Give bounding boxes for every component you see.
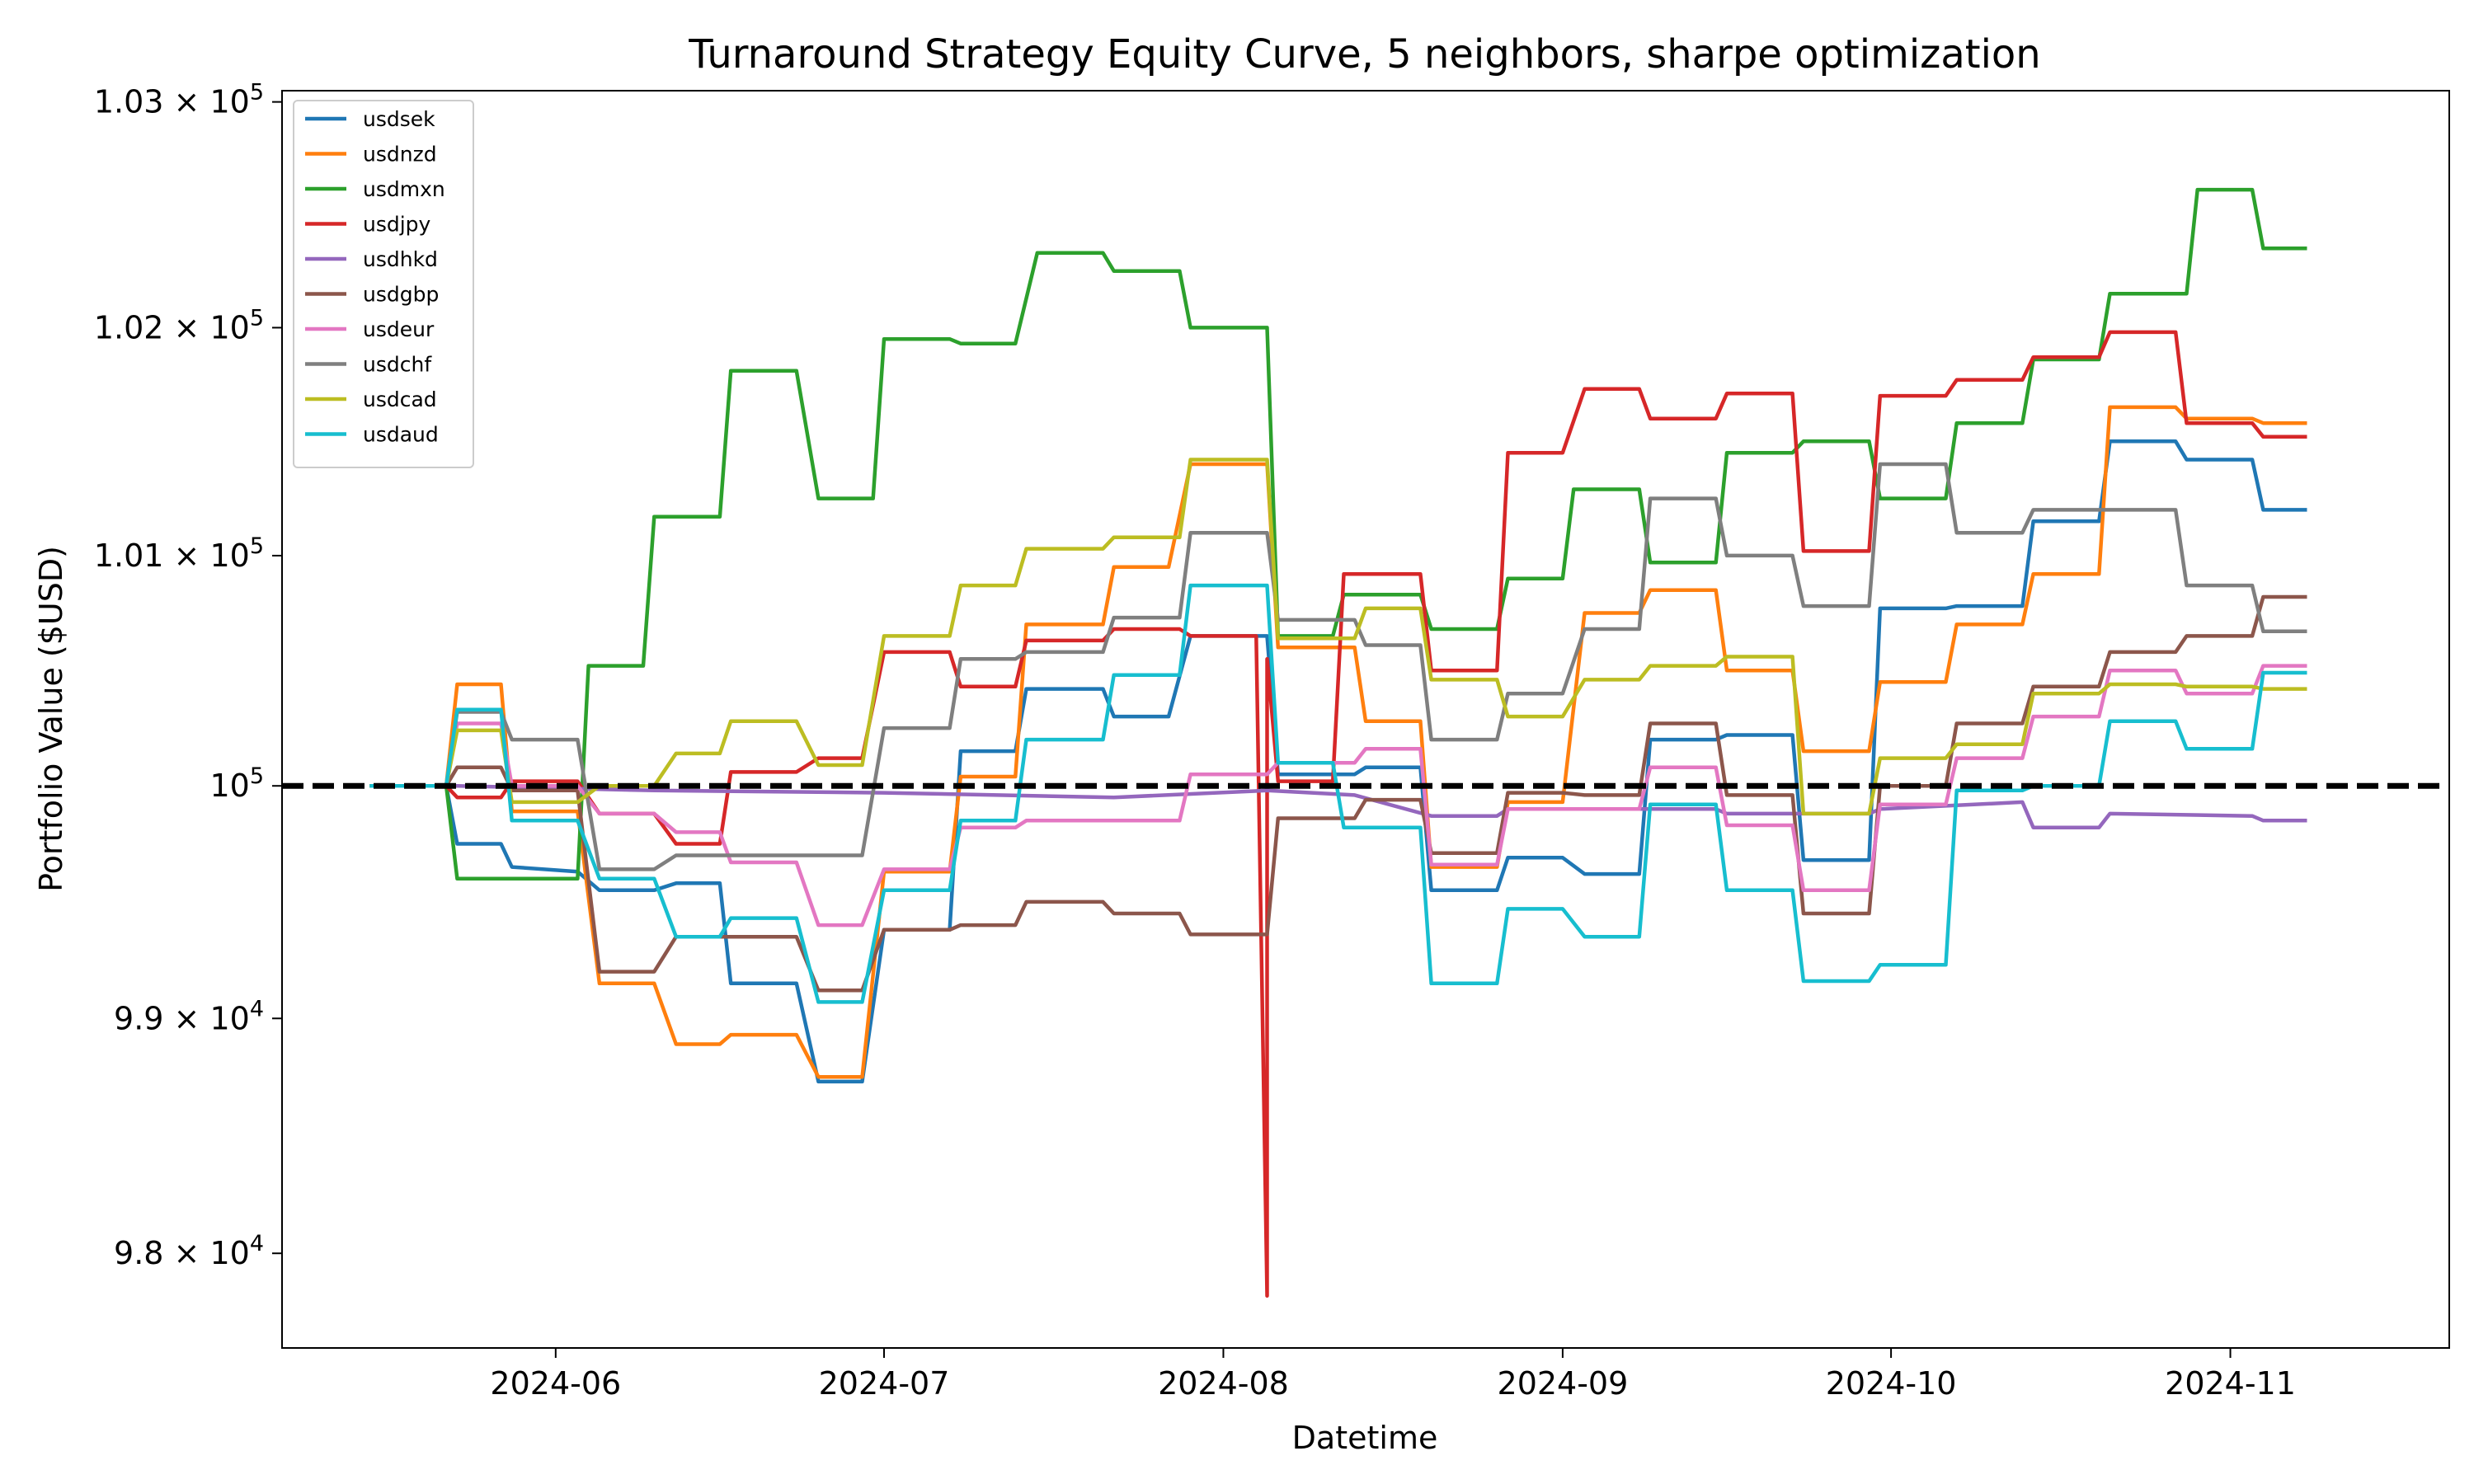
legend-label-usdaud: usdaud: [363, 423, 439, 447]
x-axis-label: Datetime: [1292, 1420, 1438, 1456]
legend-label-usdchf: usdchf: [363, 353, 432, 377]
series-line-usdchf: [369, 462, 2307, 871]
legend-label-usdnzd: usdnzd: [363, 143, 437, 167]
legend-label-usdjpy: usdjpy: [363, 213, 431, 237]
y-axis-label: Portfolio Value ($USD): [33, 546, 69, 892]
series-line-usdjpy: [369, 330, 2307, 1298]
y-tick-label: 105: [209, 763, 264, 804]
legend-label-usdeur: usdeur: [363, 317, 435, 341]
legend-box: [293, 100, 474, 468]
legend-label-usdhkd: usdhkd: [363, 247, 438, 271]
x-tick-label: 2024-06: [490, 1365, 621, 1402]
y-axis: 9.8 × 104 9.9 × 104 105 1.01 × 105 1.02 × 10…: [94, 80, 282, 1271]
chart-title: Turnaround Strategy Equity Curve, 5 neig…: [688, 31, 2040, 77]
y-tick-label: 1.03 × 105: [94, 80, 264, 120]
legend-label-usdsek: usdsek: [363, 107, 435, 131]
series-line-usdmxn: [369, 187, 2307, 881]
y-tick-label: 9.9 × 104: [114, 996, 264, 1036]
x-tick-label: 2024-08: [1158, 1365, 1289, 1402]
series-line-usdeur: [369, 664, 2307, 928]
x-tick-label: 2024-09: [1498, 1365, 1629, 1402]
x-tick-label: 2024-10: [1826, 1365, 1957, 1402]
plot-frame: [281, 90, 2450, 1349]
plot-area: [281, 90, 2450, 1349]
y-tick-label: 1.01 × 105: [94, 533, 264, 574]
series-line-usdcad: [369, 458, 2307, 816]
x-tick-label: 2024-11: [2165, 1365, 2296, 1402]
x-tick-label: 2024-07: [819, 1365, 950, 1402]
series-line-usdaud: [369, 583, 2307, 1004]
legend-label-usdgbp: usdgbp: [363, 283, 439, 307]
x-axis: 2024-06 2024-07 2024-08 2024-09 2024-10 2024-…: [490, 1348, 2296, 1402]
series-line-usdsek: [369, 439, 2307, 1084]
legend: usdsek usdnzd usdmxn usdjpy usdhkd usdgbp usde…: [293, 100, 474, 468]
series-line-usdnzd: [369, 405, 2307, 1079]
series-layer: [369, 187, 2307, 1298]
y-tick-label: 9.8 × 104: [114, 1231, 264, 1271]
legend-label-usdcad: usdcad: [363, 387, 437, 411]
legend-label-usdmxn: usdmxn: [363, 177, 445, 201]
y-tick-label: 1.02 × 105: [94, 305, 264, 345]
